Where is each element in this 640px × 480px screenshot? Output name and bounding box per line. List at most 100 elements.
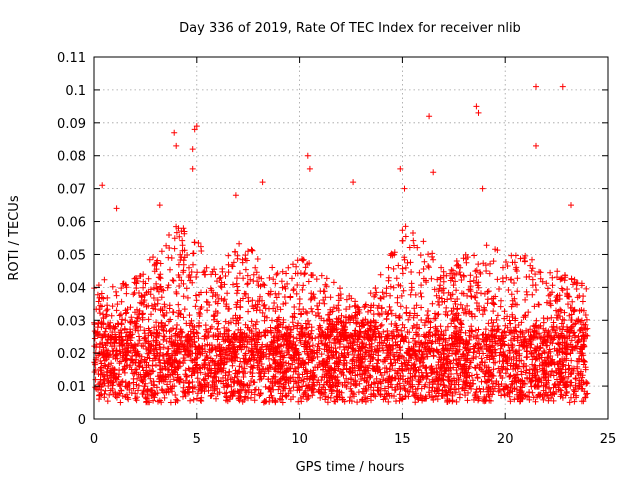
data-point [435, 311, 442, 318]
data-point [193, 297, 200, 304]
data-point [158, 248, 165, 255]
data-point [430, 169, 437, 176]
data-point [352, 298, 359, 305]
x-tick-label: 15 [394, 432, 411, 447]
data-point [104, 306, 111, 313]
data-point [415, 381, 422, 388]
data-point [208, 271, 215, 278]
data-point [139, 378, 146, 385]
data-point [494, 340, 501, 347]
data-point [367, 307, 374, 314]
data-point [148, 302, 155, 309]
data-point [559, 394, 566, 401]
data-point [405, 339, 412, 346]
data-point [191, 239, 198, 246]
data-point [514, 275, 521, 282]
data-point [467, 278, 474, 285]
data-point [164, 366, 171, 373]
data-point [425, 264, 432, 271]
data-point [164, 350, 171, 357]
data-point [277, 390, 284, 397]
data-point [257, 390, 264, 396]
data-point [194, 354, 201, 361]
data-point [163, 338, 170, 345]
data-point [435, 359, 442, 366]
data-point [241, 359, 248, 366]
data-point [583, 285, 590, 292]
data-point [467, 379, 474, 386]
data-point [262, 383, 269, 390]
data-point [98, 360, 105, 367]
data-point [234, 275, 240, 282]
data-point [386, 303, 393, 310]
data-point [171, 245, 178, 252]
data-point [494, 312, 501, 319]
data-point [330, 279, 337, 286]
data-point [417, 252, 424, 259]
data-point [485, 377, 491, 384]
data-point [366, 341, 373, 348]
data-point [266, 351, 273, 358]
data-point [100, 348, 107, 355]
data-point [483, 242, 490, 249]
data-point [533, 83, 539, 90]
data-point [158, 294, 165, 301]
data-point [460, 378, 467, 385]
data-point [153, 362, 159, 368]
data-point [520, 343, 527, 350]
data-point [531, 383, 538, 390]
data-point [113, 351, 120, 358]
data-point [136, 337, 143, 344]
data-point [476, 385, 483, 392]
data-point [211, 313, 218, 320]
data-point [94, 324, 101, 331]
data-point [365, 382, 372, 389]
data-point [385, 375, 392, 382]
data-point [186, 379, 193, 386]
data-point [383, 316, 390, 323]
data-point [250, 365, 256, 372]
data-point [501, 391, 508, 398]
data-point [313, 276, 320, 283]
data-point [364, 374, 371, 381]
data-point [166, 328, 173, 335]
data-point [565, 366, 572, 373]
data-point [492, 349, 499, 356]
data-point [537, 269, 544, 276]
data-point [582, 394, 588, 401]
data-point [336, 344, 343, 351]
data-point [301, 271, 308, 278]
data-point [365, 308, 371, 315]
data-point [542, 389, 549, 396]
data-point [366, 362, 373, 369]
data-point [306, 375, 313, 382]
data-point [397, 386, 404, 393]
data-point [358, 339, 365, 346]
data-point [463, 365, 470, 372]
data-point [402, 233, 409, 240]
data-point [443, 304, 450, 311]
data-point [149, 357, 156, 364]
data-point [377, 271, 384, 278]
data-point [111, 366, 118, 373]
data-point [157, 372, 163, 379]
data-point [225, 252, 232, 259]
data-point [348, 376, 355, 383]
data-point [389, 374, 396, 381]
data-point [412, 351, 419, 358]
data-point [511, 280, 517, 286]
data-point [265, 368, 272, 375]
data-point [397, 344, 404, 350]
data-point [170, 376, 177, 383]
data-point [566, 365, 573, 372]
data-point [109, 379, 116, 386]
data-point [198, 385, 205, 392]
data-point [116, 348, 123, 355]
data-point [274, 379, 281, 386]
data-point [370, 311, 377, 318]
data-point [240, 275, 247, 282]
data-point [327, 294, 334, 301]
data-point [449, 267, 456, 274]
data-point [581, 358, 588, 365]
data-point [426, 379, 433, 386]
